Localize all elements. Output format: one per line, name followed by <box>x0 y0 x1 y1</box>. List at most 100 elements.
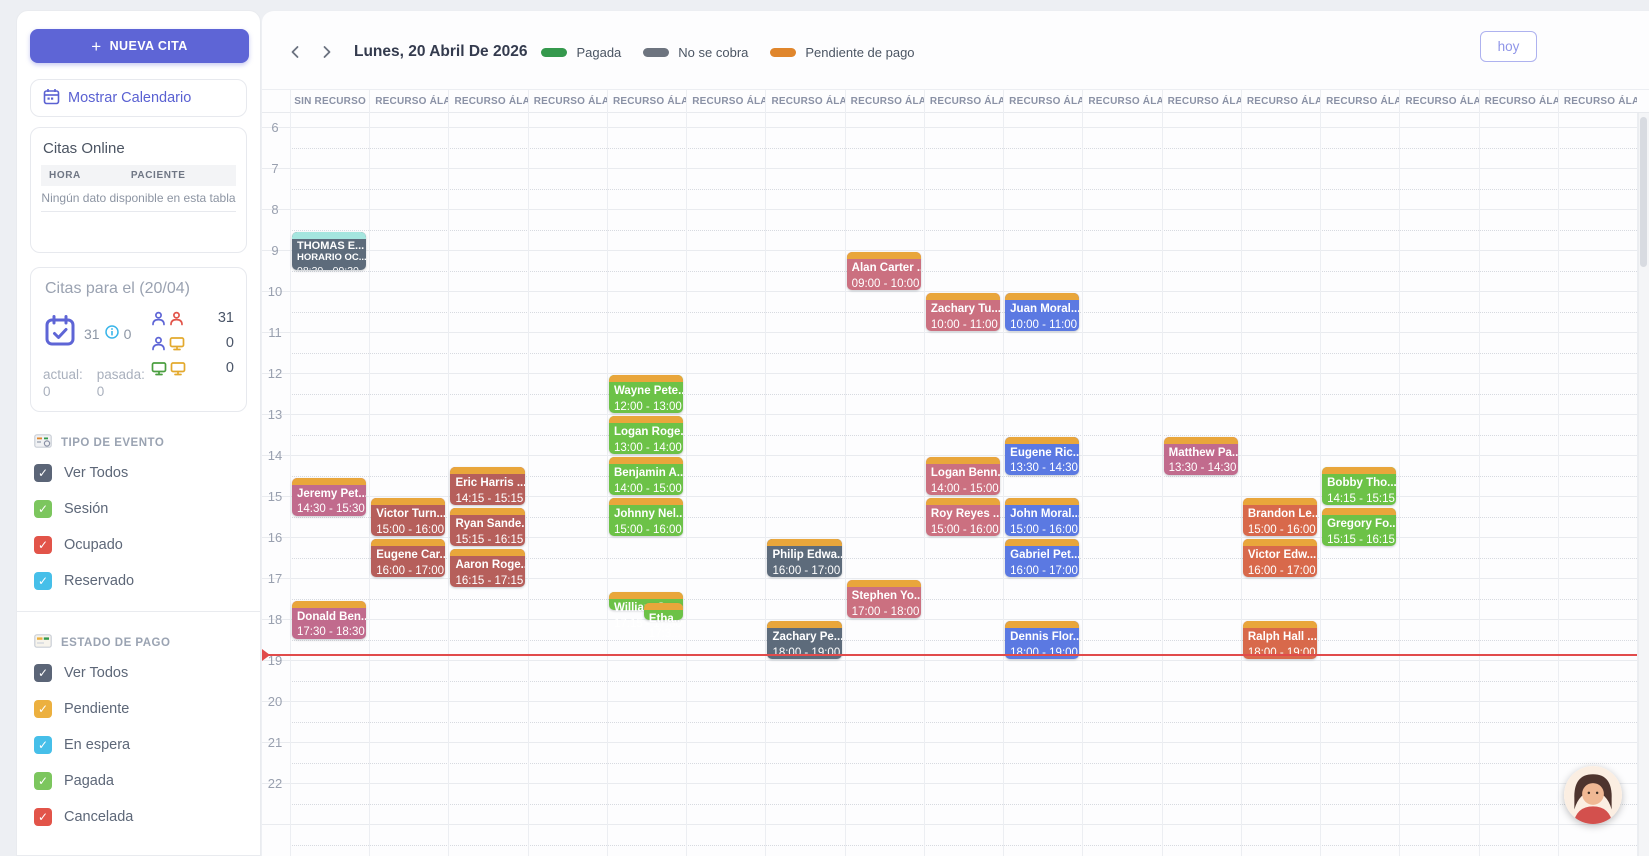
appointment-event[interactable]: Benjamin A... 14:00 - 15:00 <box>608 457 684 495</box>
column-gridline <box>290 113 291 856</box>
appointment-event[interactable]: Roy Reyes ... 15:00 - 16:00 <box>925 498 1001 536</box>
appointment-event[interactable]: John Moral... 15:00 - 16:00 <box>1005 498 1080 536</box>
event-time-range: 18:00 - 19:00 <box>1247 646 1316 659</box>
payment-status-strip <box>608 592 684 600</box>
chat-avatar[interactable] <box>1564 766 1622 824</box>
next-day-button[interactable] <box>314 39 340 65</box>
appointment-event[interactable]: Gregory Fo... 15:15 - 16:15 <box>1322 508 1397 547</box>
calendar-column[interactable] <box>845 113 924 856</box>
sidebar-divider <box>17 611 260 612</box>
filter-event-type-ocupado[interactable]: ✓ Ocupado <box>30 527 247 563</box>
payment-status-strip <box>1005 539 1080 546</box>
appointment-event[interactable]: Zachary Pe... 18:00 - 19:00 <box>767 621 842 659</box>
hour-label: 10 <box>267 284 283 299</box>
legend-item: No se cobra <box>643 45 748 60</box>
scrollbar-thumb[interactable] <box>1640 117 1647 267</box>
filter-payment-status-en-espera[interactable]: ✓ En espera <box>30 727 247 763</box>
checkbox-checked-icon[interactable]: ✓ <box>34 536 52 554</box>
appointment-event[interactable]: Johnny Nel... 15:00 - 16:00 <box>608 498 684 536</box>
checkbox-checked-icon[interactable]: ✓ <box>34 736 52 754</box>
filter-payment-status-cancelada[interactable]: ✓ Cancelada <box>30 799 247 835</box>
filter-payment-status-pagada[interactable]: ✓ Pagada <box>30 763 247 799</box>
appointment-event[interactable]: Etha... 17:3... <box>643 602 683 640</box>
appointment-event[interactable]: Gabriel Pet... 16:00 - 17:00 <box>1005 539 1080 577</box>
calendar-column[interactable] <box>1082 113 1161 856</box>
column-gridline <box>369 113 371 856</box>
calendar-column[interactable] <box>765 113 844 856</box>
filter-payment-status-ver-todos[interactable]: ✓ Ver Todos <box>30 655 247 691</box>
event-patient-name: Zachary Pe... <box>772 631 842 643</box>
payment-status-strip <box>1005 498 1080 505</box>
appointment-event[interactable]: Juan Moral... 10:00 - 11:00 <box>1005 293 1080 331</box>
checkbox-checked-icon[interactable]: ✓ <box>34 700 52 718</box>
checkbox-checked-icon[interactable]: ✓ <box>34 664 52 682</box>
appointment-event[interactable]: Eugene Car... 16:00 - 17:00 <box>371 539 446 577</box>
checkbox-checked-icon[interactable]: ✓ <box>34 464 52 482</box>
payment-status-strip <box>1322 467 1397 475</box>
event-patient-name: Eric Harris ... <box>455 477 525 490</box>
column-header-paciente: PACIENTE <box>122 165 236 186</box>
today-button[interactable]: hoy <box>1480 31 1537 62</box>
appointment-event[interactable]: Wayne Pete... 12:00 - 13:00 <box>608 375 684 413</box>
appointment-event[interactable]: Stephen Yo... 17:00 - 18:00 <box>846 580 921 618</box>
appointment-event[interactable]: Philip Edwa... 16:00 - 17:00 <box>767 539 842 577</box>
event-patient-name: Matthew Pa... <box>1168 446 1238 459</box>
event-time-range: 08:30 - 09:30 <box>292 264 366 269</box>
calendar-column[interactable] <box>369 113 448 856</box>
appointment-event[interactable]: Eric Harris ... 14:15 - 15:15 <box>450 467 525 506</box>
resource-column-header: RECURSO ÁLAVA <box>1399 90 1479 113</box>
calendar-column[interactable] <box>1241 113 1320 856</box>
payment-status-strip <box>450 549 525 557</box>
checkbox-checked-icon[interactable]: ✓ <box>34 572 52 590</box>
checkbox-checked-icon[interactable]: ✓ <box>34 772 52 790</box>
hour-gridline <box>262 496 1637 497</box>
show-calendar-button[interactable]: Mostrar Calendario <box>30 79 247 117</box>
appointment-event[interactable]: Matthew Pa... 13:30 - 14:30 <box>1163 436 1238 475</box>
calendar-column[interactable] <box>1003 113 1082 856</box>
calendar-column[interactable] <box>1558 113 1637 856</box>
half-hour-gridline <box>290 393 1637 395</box>
calendar-column[interactable] <box>686 113 765 856</box>
appointment-event[interactable]: Logan Benn... 14:00 - 15:00 <box>925 457 1001 495</box>
hour-label: 7 <box>271 161 279 176</box>
appointment-event[interactable]: Donald Ben... 17:30 - 18:30 <box>292 600 367 639</box>
legend-label: No se cobra <box>678 44 749 60</box>
appointment-event[interactable]: Alan Carter ... 09:00 - 10:00 <box>846 252 921 290</box>
filter-payment-status-pendiente[interactable]: ✓ Pendiente <box>30 691 247 727</box>
appointment-event[interactable]: Victor Edw... 16:00 - 17:00 <box>1242 539 1318 577</box>
payment-status-strip <box>450 508 525 516</box>
appointment-event[interactable]: Dennis Flor... 18:00 - 19:00 <box>1005 621 1080 659</box>
hour-gridline <box>262 824 1637 825</box>
appointment-event[interactable]: Ralph Hall ... 18:00 - 19:00 <box>1242 621 1318 659</box>
calendar-column[interactable] <box>528 113 607 856</box>
appointment-event[interactable]: Jeremy Pet... 14:30 - 15:30 <box>292 477 367 516</box>
resource-column-header: RECURSO ÁLAVA <box>1240 90 1320 113</box>
appointment-event[interactable]: Victor Turn... 15:00 - 16:00 <box>371 498 446 536</box>
new-appointment-button[interactable]: + NUEVA CITA <box>30 29 249 63</box>
appointment-event[interactable]: Aaron Roge... 16:15 - 17:15 <box>450 549 525 588</box>
appointment-event[interactable]: Eugene Ric... 13:30 - 14:30 <box>1005 436 1080 475</box>
appointment-event[interactable]: Zachary Tu... 10:00 - 11:00 <box>925 293 1001 331</box>
appointment-event[interactable]: Bobby Tho... 14:15 - 15:15 <box>1322 467 1397 506</box>
previous-day-button[interactable] <box>282 39 308 65</box>
appointment-event[interactable]: Logan Roge... 13:00 - 14:00 <box>608 416 684 454</box>
appointment-event[interactable]: Ryan Sande... 15:15 - 16:15 <box>450 508 525 547</box>
calendar-column[interactable] <box>1399 113 1478 856</box>
vertical-scrollbar[interactable] <box>1638 113 1649 856</box>
filter-event-type-reservado[interactable]: ✓ Reservado <box>30 563 247 599</box>
checkbox-checked-icon[interactable]: ✓ <box>34 808 52 826</box>
filter-event-type-ver-todos[interactable]: ✓ Ver Todos <box>30 455 247 491</box>
payment-status-strip <box>925 293 1001 300</box>
payment-status-strip <box>767 539 842 546</box>
checkbox-label: Sesión <box>64 501 109 517</box>
half-hour-gridline <box>290 147 1637 149</box>
appointment-event[interactable]: Brandon Le... 15:00 - 16:00 <box>1242 498 1318 536</box>
checkbox-checked-icon[interactable]: ✓ <box>34 500 52 518</box>
calendar-column[interactable] <box>1479 113 1558 856</box>
summary-value: 0 <box>225 360 234 376</box>
filter-event-type-sesión[interactable]: ✓ Sesión <box>30 491 247 527</box>
appointment-event[interactable]: THOMAS E...HORARIO OC...08:30 - 09:30 <box>292 231 367 270</box>
hour-gridline <box>262 250 1637 251</box>
info-icon <box>104 325 119 342</box>
calendar-column[interactable] <box>1162 113 1241 856</box>
